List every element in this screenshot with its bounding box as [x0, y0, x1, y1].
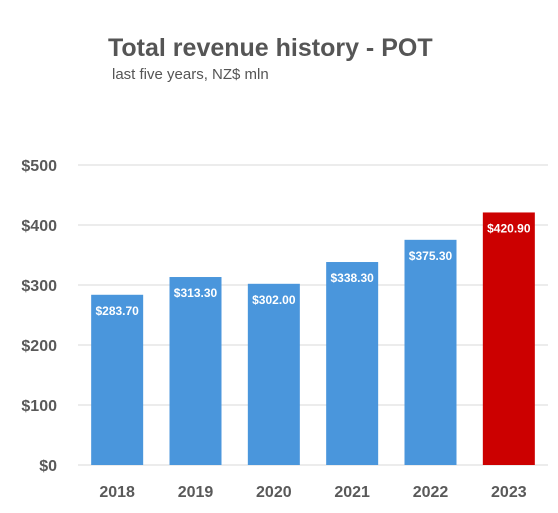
gridlines [78, 164, 548, 466]
bar-2021 [326, 262, 379, 465]
chart-title: Total revenue history - POT [108, 34, 433, 62]
bar-2022 [404, 239, 457, 465]
x-category-label: 2019 [178, 484, 214, 501]
y-tick-label: $0 [39, 458, 57, 475]
x-category-label: 2023 [491, 484, 527, 501]
data-label-2018: $283.70 [95, 304, 139, 318]
chart-subtitle: last five years, NZ$ mln [112, 66, 269, 83]
bar-2020 [247, 283, 300, 465]
data-label-2021: $338.30 [330, 271, 374, 285]
x-axis-categories: 2018 2019 2020 2021 2022 2023 [99, 484, 526, 501]
bar-2019 [169, 277, 222, 465]
x-category-label: 2018 [99, 484, 135, 501]
data-label-2019: $313.30 [174, 286, 218, 300]
y-tick-label: $400 [21, 218, 57, 235]
data-label-2020: $302.00 [252, 293, 296, 307]
x-category-label: 2021 [334, 484, 370, 501]
data-labels: $283.70 $313.30 $302.00 $338.30 $375.30 $420.… [95, 221, 530, 317]
y-tick-label: $100 [21, 398, 57, 415]
y-tick-label: $300 [21, 278, 57, 295]
bar-2018 [91, 294, 144, 465]
bars [91, 212, 535, 465]
x-category-label: 2020 [256, 484, 292, 501]
x-category-label: 2022 [413, 484, 449, 501]
data-label-2022: $375.30 [409, 249, 453, 263]
y-axis-ticks: $0 $100 $200 $300 $400 $500 [21, 158, 57, 475]
y-tick-label: $200 [21, 338, 57, 355]
y-tick-label: $500 [21, 158, 57, 175]
bar-2023 [482, 212, 535, 465]
data-label-2023: $420.90 [487, 221, 531, 235]
